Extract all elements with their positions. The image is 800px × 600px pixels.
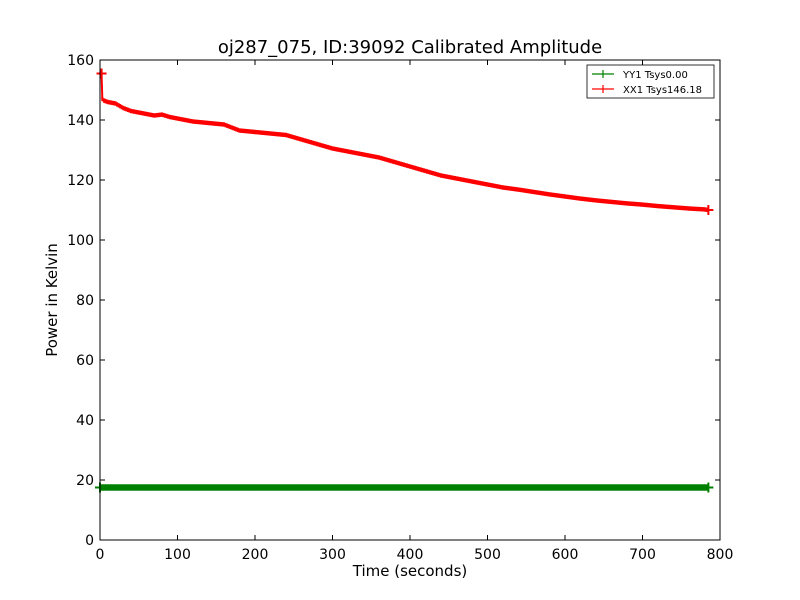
axis-ticks: 0 100 200 300 400 500 600 700 800 0 20 40 60 80 100 120…: [67, 53, 733, 563]
x-tick-label: 300: [319, 547, 346, 563]
x-tick-label: 600: [552, 547, 579, 563]
series-xx1-line: [100, 73, 709, 211]
x-axis-label: Time (seconds): [352, 562, 468, 580]
legend-label-yy1: YY1 Tsys0.00: [622, 70, 688, 81]
y-tick-label: 80: [76, 293, 94, 309]
y-tick-label: 100: [67, 233, 94, 249]
chart-title: oj287_075, ID:39092 Calibrated Amplitude: [218, 37, 602, 58]
y-tick-label: 120: [67, 173, 94, 189]
x-tick-label: 700: [629, 547, 656, 563]
series-xx1: [96, 68, 714, 215]
y-tick-label: 20: [76, 473, 94, 489]
x-tick-label: 800: [707, 547, 734, 563]
y-tick-label: 60: [76, 353, 94, 369]
legend: YY1 Tsys0.00 XX1 Tsys146.18: [586, 64, 715, 99]
plot-area: [95, 68, 714, 493]
x-tick-label: 400: [397, 547, 424, 563]
y-tick-label: 140: [67, 113, 94, 129]
x-tick-label: 100: [164, 547, 191, 563]
y-tick-label: 40: [76, 413, 94, 429]
x-tick-label: 500: [474, 547, 501, 563]
x-tick-label: 200: [242, 547, 269, 563]
series-xx1-band: [100, 71, 709, 212]
x-tick-label: 0: [96, 547, 105, 563]
legend-label-xx1: XX1 Tsys146.18: [623, 85, 702, 96]
legend-box: [586, 64, 715, 99]
y-tick-label: 0: [85, 533, 94, 549]
y-tick-label: 160: [67, 53, 94, 69]
series-yy1: [95, 482, 714, 493]
y-axis-label: Power in Kelvin: [43, 243, 61, 357]
